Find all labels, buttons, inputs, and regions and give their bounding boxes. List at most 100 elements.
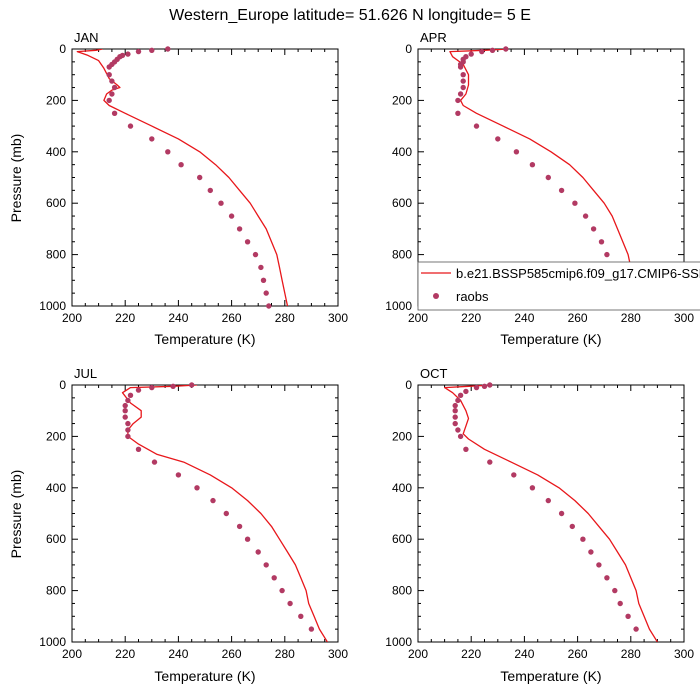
raobs-point: [617, 600, 623, 607]
x-tick-label: 240: [168, 647, 188, 661]
raobs-point: [106, 72, 112, 78]
raobs-point: [460, 78, 466, 84]
raobs-point: [194, 485, 200, 491]
raobs-point: [236, 226, 243, 232]
x-tick-label: 200: [408, 647, 428, 661]
raobs-point: [495, 136, 501, 142]
y-tick-label: 1000: [385, 635, 412, 649]
raobs-point: [463, 388, 469, 395]
raobs-point: [175, 472, 182, 478]
y-tick-label: 1000: [385, 299, 412, 313]
x-tick-label: 300: [674, 311, 694, 325]
legend-marker-swatch: [433, 293, 439, 299]
panel-label: JAN: [74, 30, 99, 45]
raobs-point: [457, 433, 464, 440]
raobs-point: [511, 472, 517, 478]
raobs-point: [481, 383, 488, 389]
y-tick-label: 400: [46, 145, 66, 159]
y-tick-label: 0: [59, 42, 66, 56]
raobs-point: [189, 382, 195, 388]
raobs-point: [580, 536, 586, 542]
raobs-point: [122, 402, 128, 409]
raobs-point: [455, 97, 461, 104]
raobs-point: [457, 64, 464, 70]
raobs-point: [572, 200, 578, 206]
y-tick-label: 400: [392, 145, 412, 159]
raobs-point: [135, 446, 142, 452]
raobs-point: [452, 414, 458, 420]
raobs-point: [545, 497, 551, 504]
raobs-point: [263, 290, 269, 296]
x-tick-label: 220: [115, 647, 135, 661]
raobs-point: [125, 433, 131, 440]
raobs-point: [463, 446, 469, 452]
x-tick-label: 200: [62, 647, 82, 661]
model-profile-line: [121, 385, 328, 642]
y-tick-label: 1000: [39, 299, 66, 313]
plot-frame: [417, 384, 685, 643]
x-tick-label: 260: [222, 647, 242, 661]
model-profile-series: [76, 49, 289, 306]
x-axis-label: Temperature (K): [154, 331, 255, 347]
raobs-point: [604, 575, 610, 581]
raobs-point: [207, 187, 213, 194]
x-tick-label: 280: [275, 647, 295, 661]
x-tick-label: 220: [115, 311, 135, 325]
x-axis-label: Temperature (K): [500, 668, 601, 684]
raobs-point: [455, 110, 461, 117]
raobs-point: [569, 523, 575, 530]
raobs-point: [558, 187, 565, 194]
raobs-series: [452, 382, 639, 632]
raobs-point: [258, 264, 264, 271]
y-tick-label: 600: [46, 532, 66, 546]
y-axis-label: Pressure (mb): [8, 470, 24, 559]
raobs-point: [468, 51, 474, 57]
model-profile-series: [449, 49, 648, 306]
panel-jan: JAN Temperature (K) Pressure (mb) 200 220…: [8, 30, 348, 347]
x-tick-label: 240: [514, 647, 534, 661]
panel-label: OCT: [420, 366, 448, 381]
raobs-point: [125, 420, 131, 427]
x-tick-label: 280: [621, 647, 641, 661]
raobs-point: [149, 384, 155, 391]
raobs-point: [197, 174, 203, 181]
raobs-point: [106, 64, 112, 70]
raobs-point: [457, 392, 464, 398]
y-tick-label: 200: [392, 429, 412, 443]
raobs-point: [529, 485, 536, 491]
raobs-point: [109, 91, 115, 97]
raobs-series: [122, 382, 315, 632]
raobs-point: [127, 123, 134, 129]
raobs-point: [151, 459, 158, 465]
axis-ticks: 200 220 240 260 280 300 0 200 400 600 800 1000: [39, 378, 348, 661]
raobs-point: [266, 303, 272, 309]
axis-ticks: 200 220 240 260 280 300 0 200 400 600 800 1000: [39, 42, 348, 325]
raobs-point: [487, 459, 493, 465]
raobs-point: [149, 136, 155, 142]
raobs-point: [252, 251, 259, 258]
raobs-point: [590, 226, 597, 232]
raobs-point: [298, 613, 304, 619]
raobs-point: [165, 46, 171, 52]
raobs-point: [489, 47, 496, 53]
legend: b.e21.BSSP585cmip6.f09_g17.CMIP6-SSP5-8.…: [417, 261, 700, 311]
y-tick-label: 800: [46, 584, 66, 598]
legend-model-label: b.e21.BSSP585cmip6.f09_g17.CMIP6-SSP5-8.…: [456, 266, 700, 281]
y-tick-label: 0: [405, 378, 412, 392]
x-tick-label: 220: [461, 647, 481, 661]
raobs-point: [279, 587, 285, 594]
y-tick-label: 200: [46, 429, 66, 443]
x-tick-label: 300: [674, 647, 694, 661]
raobs-point: [558, 510, 565, 517]
panel-oct: OCT Temperature (K) 200 220 240 260 280 30002…: [385, 366, 694, 684]
y-tick-label: 800: [46, 248, 66, 262]
y-tick-label: 600: [46, 196, 66, 210]
panel-label: JUL: [74, 366, 97, 381]
x-tick-label: 300: [328, 647, 348, 661]
y-tick-label: 400: [46, 481, 66, 495]
panel-jul: JUL Temperature (K) Pressure (mb) 200 220…: [8, 366, 348, 684]
raobs-point: [244, 239, 251, 245]
raobs-point: [111, 110, 118, 117]
raobs-point: [122, 414, 128, 420]
